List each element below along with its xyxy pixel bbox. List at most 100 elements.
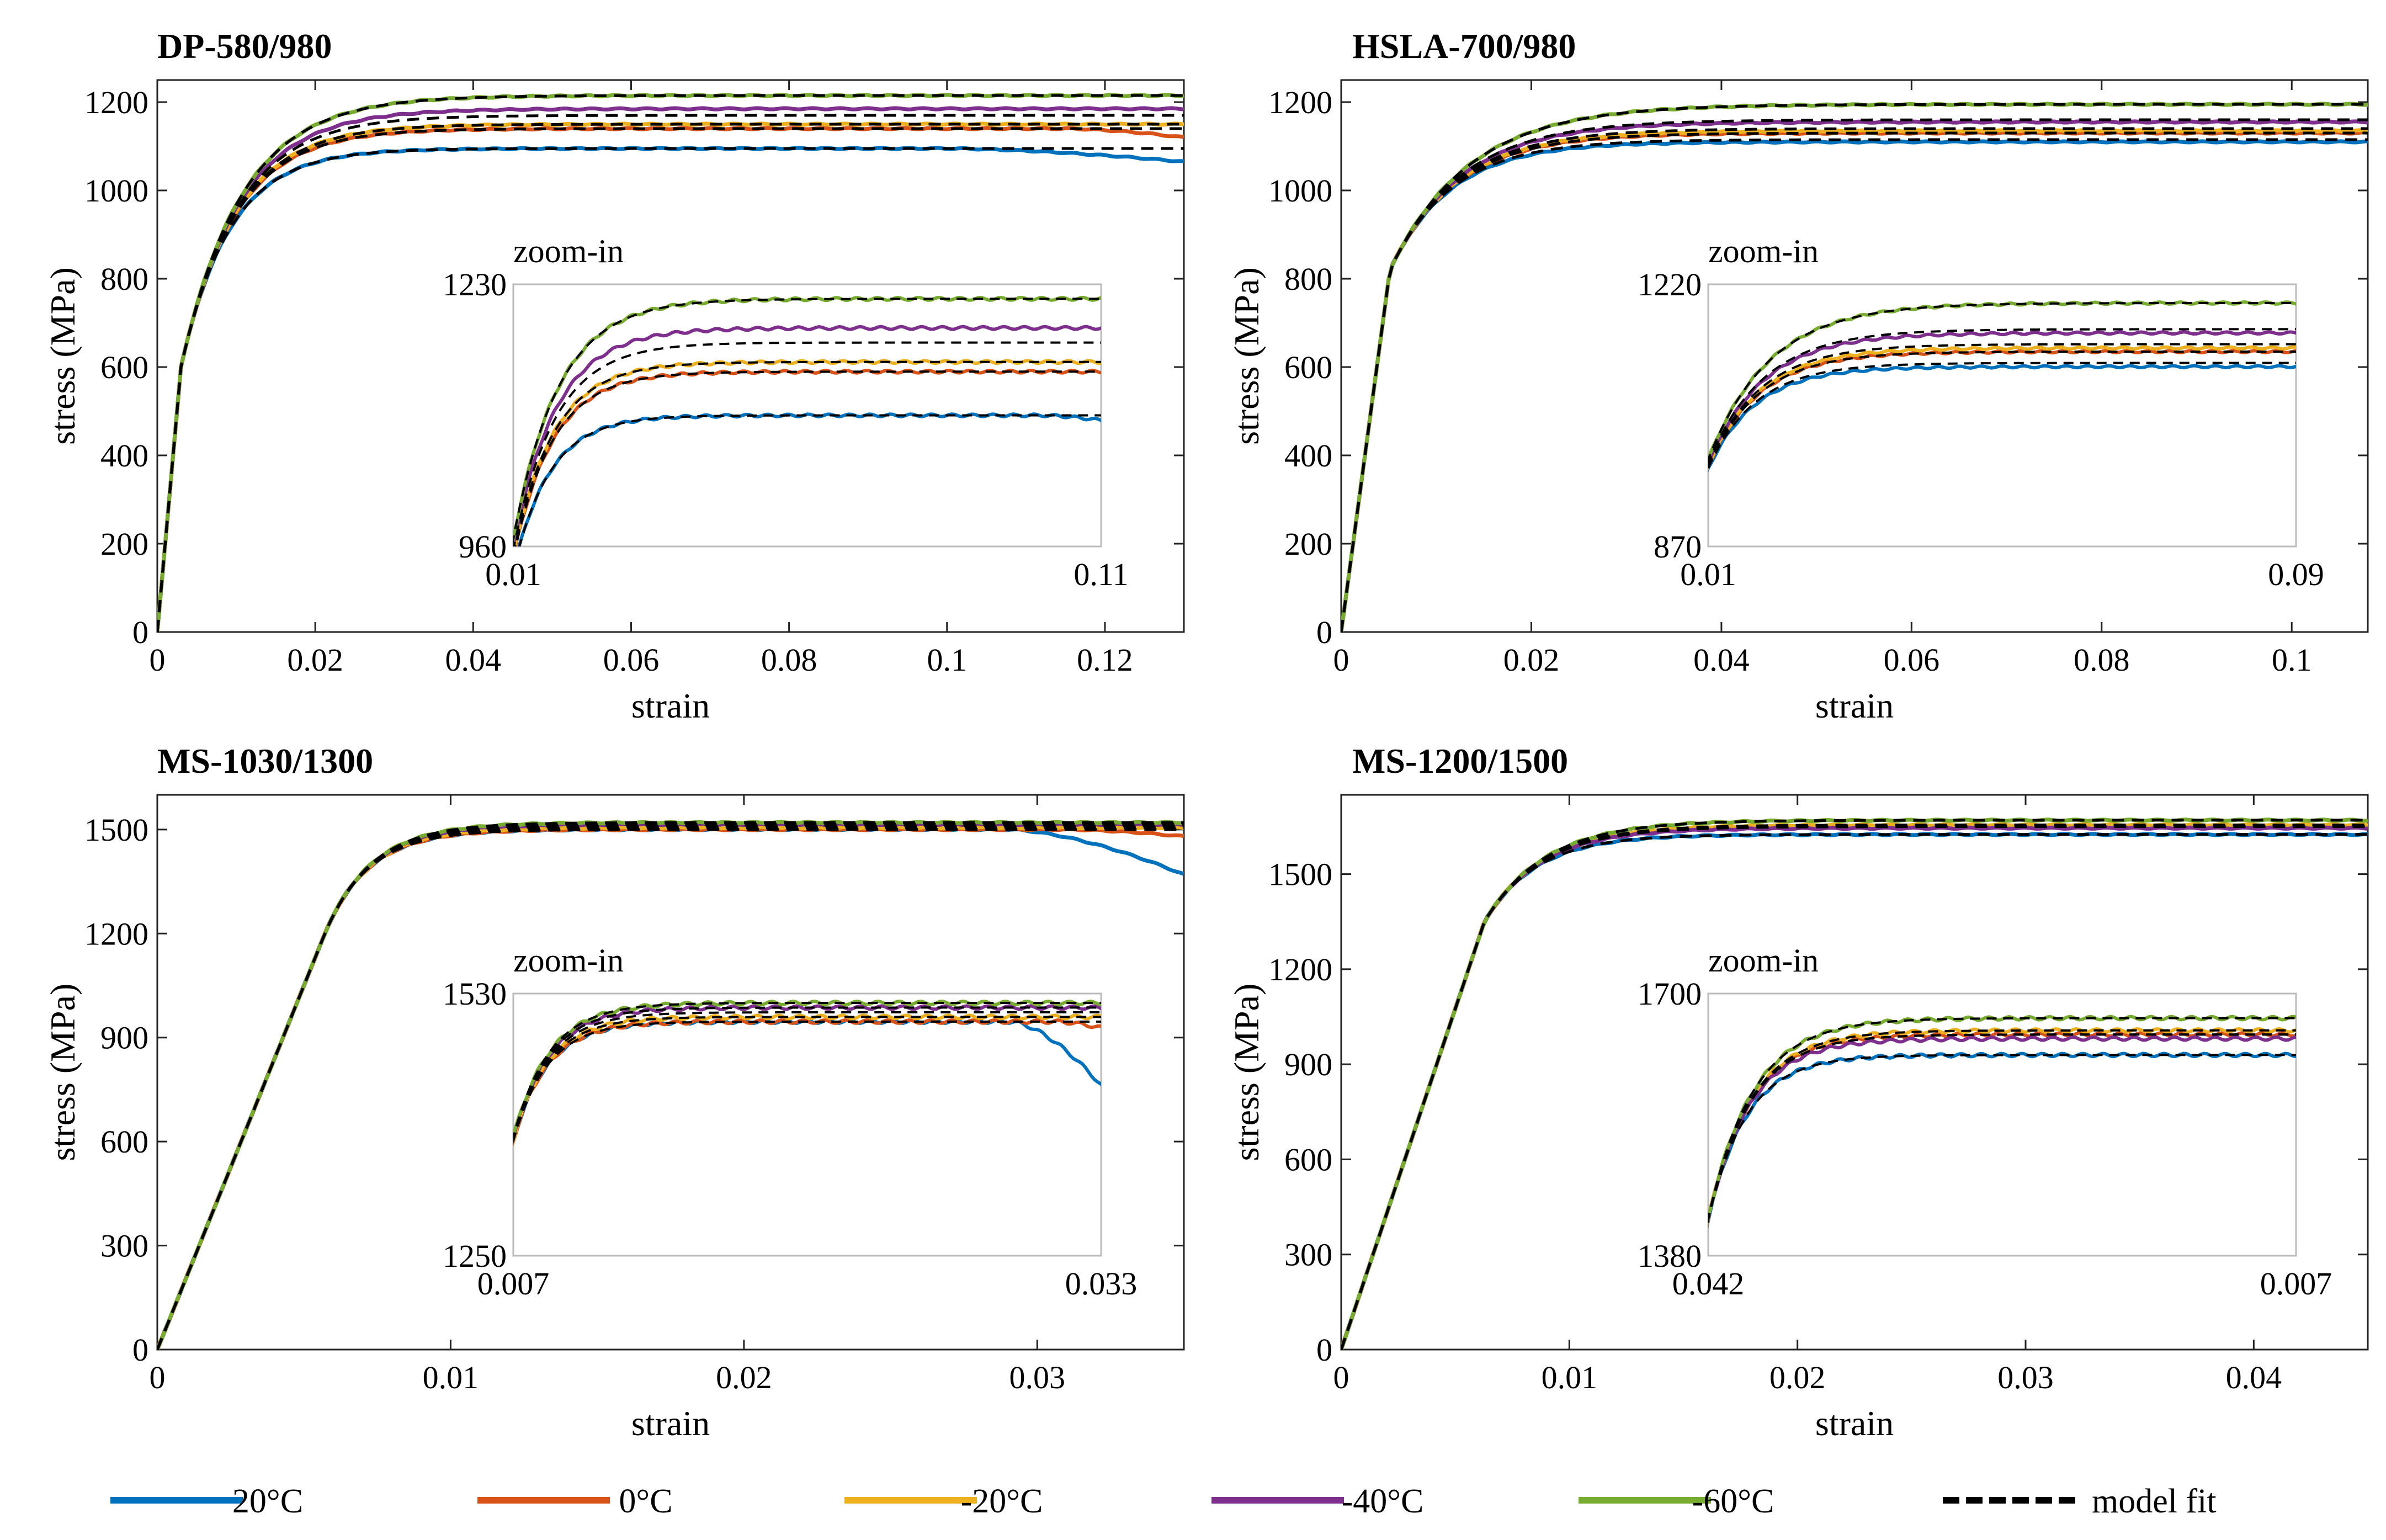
inset-x-max: 0.007 (2260, 1266, 2332, 1302)
model-fit-line (1341, 131, 2368, 632)
legend-item: -20°C (844, 1483, 1043, 1520)
x-tick-label: 0.04 (1693, 642, 1750, 678)
inset-x-min: 0.007 (477, 1266, 550, 1302)
inset-series-line--20°C (1708, 1027, 2296, 1226)
inset-model-fit-line (513, 1016, 1101, 1144)
series-line--40°C (157, 106, 1184, 632)
inset-model-fit-line (1708, 1033, 2296, 1224)
inset-model-fit-line (513, 1002, 1101, 1142)
y-tick-label: 900 (1284, 1047, 1332, 1082)
y-tick-label: 200 (1284, 526, 1332, 562)
y-tick-label: 0 (132, 1332, 148, 1368)
x-tick-label: 0.12 (1077, 642, 1133, 678)
legend-item: model fit (1943, 1483, 2217, 1520)
panel-title: DP-580/980 (157, 26, 332, 66)
inset-model-fit-line (514, 370, 1101, 546)
inset-model-fit-line (1708, 351, 2296, 469)
x-tick-label: 0.08 (761, 642, 817, 678)
y-tick-label: 0 (132, 614, 148, 650)
x-tick-label: 0.06 (603, 642, 660, 678)
axes-frame (1340, 794, 2369, 1351)
model-fit-line (157, 821, 1184, 1350)
model-fit-line (157, 127, 1184, 632)
panel-title: MS-1030/1300 (157, 741, 373, 780)
x-tick-label: 0.1 (927, 642, 968, 678)
inset-y-min: 1250 (443, 1238, 507, 1274)
series-line--40°C (1341, 119, 2368, 632)
inset-y-max: 1530 (443, 976, 507, 1012)
inset-curves (513, 999, 1101, 1148)
panel-hsla-700-980: HSLA-700/980 0 0.02 0.04 0.06 0.08 0.1 0 200 400 6… (1227, 26, 2369, 725)
x-tick-label: 0.02 (1503, 642, 1560, 678)
x-tick-label: 0 (150, 642, 166, 678)
inset-y-min: 960 (459, 529, 507, 565)
inset-series-line--40°C (1708, 330, 2296, 469)
inset-curves (1708, 300, 2296, 472)
inset-model-fit-line (518, 414, 1101, 546)
legend-item: 20°C (110, 1483, 303, 1520)
axes-frame (156, 794, 1185, 1351)
x-tick-label: 0.06 (1884, 642, 1940, 678)
model-fit-line (1341, 103, 2368, 632)
x-tick-label: 0 (1333, 1360, 1349, 1395)
y-tick-label: 600 (100, 1124, 148, 1160)
x-axis-label: strain (1815, 1404, 1894, 1443)
inset-series-line--40°C (513, 325, 1101, 546)
y-tick-label: 600 (1284, 1141, 1332, 1177)
inset-model-fit-line (513, 1020, 1101, 1145)
y-tick-label: 0 (1316, 614, 1332, 650)
curves (1341, 817, 2368, 1350)
inset-model-fit-line (1708, 328, 2296, 466)
inset-x-max: 0.09 (2268, 556, 2324, 592)
y-axis-label: stress (MPa) (1227, 984, 1266, 1161)
inset-label: zoom-in (1708, 942, 1819, 979)
model-fit-line (1341, 127, 2368, 632)
inset-series-line--20°C (1708, 345, 2296, 471)
inset-frame (1707, 283, 2297, 548)
model-fit-line (1341, 819, 2368, 1350)
y-tick-label: 0 (1316, 1332, 1332, 1368)
model-fit-line (1341, 138, 2368, 632)
y-tick-label: 300 (100, 1228, 148, 1264)
legend-label: -60°C (1692, 1483, 1774, 1520)
panel-ms-1030-1300: MS-1030/1300 0 0.01 0.02 0.03 0 300 600 900 1200 1… (43, 741, 1185, 1443)
y-tick-label: 200 (100, 526, 148, 562)
inset-x-min: 0.042 (1672, 1266, 1745, 1302)
x-tick-label: 0 (150, 1360, 166, 1395)
x-tick-label: 0 (1333, 642, 1349, 678)
x-tick-label: 0.04 (445, 642, 502, 678)
y-axis-label: stress (MPa) (43, 267, 82, 445)
model-fit-line (157, 123, 1184, 632)
y-tick-label: 400 (1284, 438, 1332, 474)
inset-curves (513, 295, 1101, 546)
y-tick-label: 1500 (84, 812, 148, 848)
panel-ms-1200-1500: MS-1200/1500 0 0.01 0.02 0.03 0.04 0 300 600 900 1… (1227, 741, 2369, 1443)
inset-series-line--60°C (513, 999, 1101, 1144)
inset-y-max: 1700 (1638, 976, 1702, 1012)
inset-label: zoom-in (1708, 233, 1819, 269)
inset-series-line-20°C (1708, 1052, 2296, 1229)
y-tick-label: 1200 (1268, 952, 1332, 987)
legend-label: 20°C (232, 1483, 303, 1520)
x-tick-label: 0.03 (1997, 1360, 2054, 1395)
curves (1341, 102, 2368, 632)
legend-item: -40°C (1211, 1483, 1423, 1520)
inset-model-fit-line (513, 1006, 1101, 1143)
model-fit-line (157, 147, 1184, 632)
model-fit-line (157, 94, 1184, 632)
curves (157, 820, 1184, 1350)
inset-y-min: 870 (1654, 529, 1702, 565)
legend-item: -60°C (1579, 1483, 1774, 1520)
inset-series-line-0°C (513, 1018, 1101, 1148)
inset-x-min: 0.01 (1680, 556, 1736, 592)
x-tick-label: 0.03 (1009, 1360, 1066, 1395)
inset-label: zoom-in (513, 942, 624, 979)
x-tick-label: 0.04 (2226, 1360, 2282, 1395)
inset-model-fit-line (1708, 362, 2296, 471)
inset-x-min: 0.01 (485, 556, 541, 592)
inset-model-fit-line (513, 341, 1101, 546)
curves (157, 93, 1184, 632)
